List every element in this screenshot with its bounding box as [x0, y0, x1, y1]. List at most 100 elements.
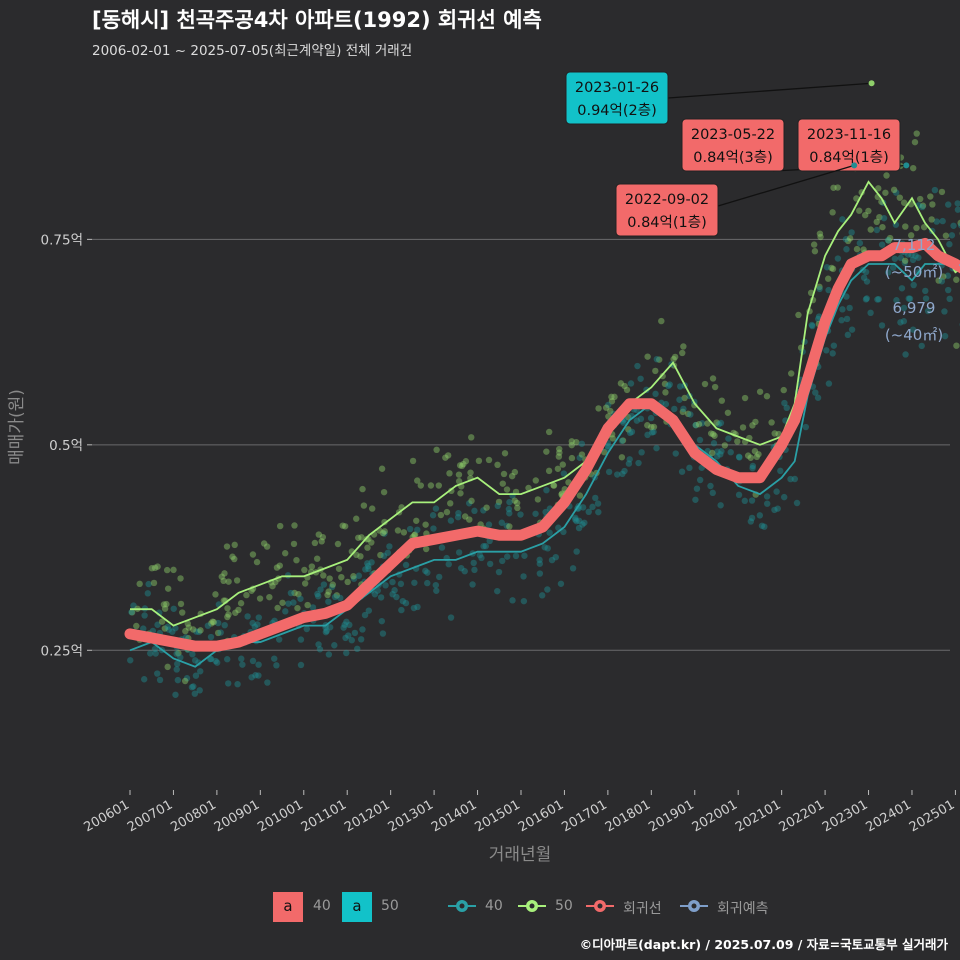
legend-swatch-40: a: [273, 892, 303, 922]
point-40: [957, 222, 960, 229]
point-40: [653, 355, 661, 363]
point-40: [898, 285, 906, 292]
point-40: [924, 307, 932, 315]
annotation-box-2: [797, 118, 901, 172]
point-40: [520, 597, 528, 605]
point-50: [325, 588, 332, 595]
point-40: [297, 661, 305, 669]
point-50: [608, 393, 615, 401]
annotation-date-1: 2023-05-22: [691, 127, 775, 143]
point-40: [506, 498, 513, 506]
x-tick-label-0: 200601: [82, 797, 132, 835]
point-50: [364, 544, 371, 551]
point-40: [725, 435, 732, 442]
point-50: [916, 195, 924, 203]
point-40: [605, 401, 612, 409]
point-40: [225, 680, 232, 687]
point-40: [355, 572, 363, 579]
point-50: [444, 452, 452, 459]
point-50: [320, 572, 327, 579]
point-50: [163, 566, 171, 574]
point-40: [546, 529, 553, 536]
point-50: [235, 606, 242, 614]
point-40: [140, 676, 148, 683]
point-40: [520, 573, 527, 580]
point-40: [337, 594, 344, 602]
point-50: [164, 663, 171, 671]
point-40: [368, 559, 375, 566]
point-50: [329, 581, 336, 588]
point-50: [555, 453, 563, 460]
point-50: [828, 264, 835, 272]
point-50: [896, 194, 904, 201]
point-50: [771, 430, 778, 437]
point-50: [435, 482, 443, 489]
point-50: [177, 600, 185, 608]
point-40: [341, 621, 348, 628]
point-50: [886, 234, 894, 242]
point-40: [843, 315, 851, 323]
point-40: [761, 523, 768, 530]
point-40: [190, 683, 197, 690]
point-40: [575, 524, 583, 532]
point-50: [763, 393, 771, 400]
point-50: [344, 578, 351, 586]
point-40: [846, 304, 853, 312]
point-40: [843, 293, 850, 300]
legend-label-line40: 40: [485, 898, 503, 914]
point-40: [880, 214, 888, 222]
point-40: [384, 549, 392, 556]
point-50: [220, 577, 227, 585]
point-50: [617, 380, 625, 387]
point-50: [311, 539, 319, 547]
point-40: [758, 522, 766, 529]
annotation-date-0: 2023-01-26: [575, 80, 659, 96]
point-50: [957, 219, 960, 227]
point-50: [913, 130, 920, 137]
point-50: [525, 484, 532, 492]
point-40: [430, 525, 437, 532]
point-50: [225, 578, 232, 585]
point-40: [435, 573, 443, 581]
point-40: [830, 342, 838, 349]
point-40: [735, 453, 743, 461]
point-40: [915, 254, 922, 261]
point-40: [919, 203, 926, 211]
point-50: [313, 555, 321, 562]
point-50: [755, 451, 762, 458]
point-50: [644, 353, 651, 360]
point-50: [409, 457, 417, 465]
point-50: [707, 430, 715, 437]
point-50: [263, 543, 271, 550]
point-50: [185, 624, 193, 631]
point-40: [676, 396, 683, 403]
point-40: [634, 362, 641, 370]
point-40: [365, 607, 372, 614]
point-50: [671, 353, 679, 361]
point-40: [938, 278, 946, 285]
point-40: [756, 512, 764, 519]
series-lines: [124, 180, 960, 668]
point-40: [585, 508, 592, 516]
point-50: [483, 504, 490, 511]
point-40: [878, 241, 886, 248]
point-50: [128, 609, 136, 616]
point-50: [545, 428, 553, 436]
point-40: [573, 548, 580, 555]
point-40: [480, 543, 487, 550]
point-40: [204, 622, 212, 629]
point-40: [614, 471, 621, 478]
point-40: [351, 629, 359, 637]
legend-label-regression: 회귀선: [623, 901, 662, 917]
point-50: [865, 207, 872, 215]
point-40: [244, 613, 251, 620]
point-40: [424, 569, 431, 576]
point-50: [224, 605, 231, 612]
point-40: [328, 583, 336, 591]
point-40: [130, 602, 137, 609]
point-50: [834, 184, 841, 191]
point-40: [748, 514, 756, 522]
point-40: [282, 608, 289, 615]
point-40: [128, 608, 135, 616]
point-40: [843, 246, 850, 253]
